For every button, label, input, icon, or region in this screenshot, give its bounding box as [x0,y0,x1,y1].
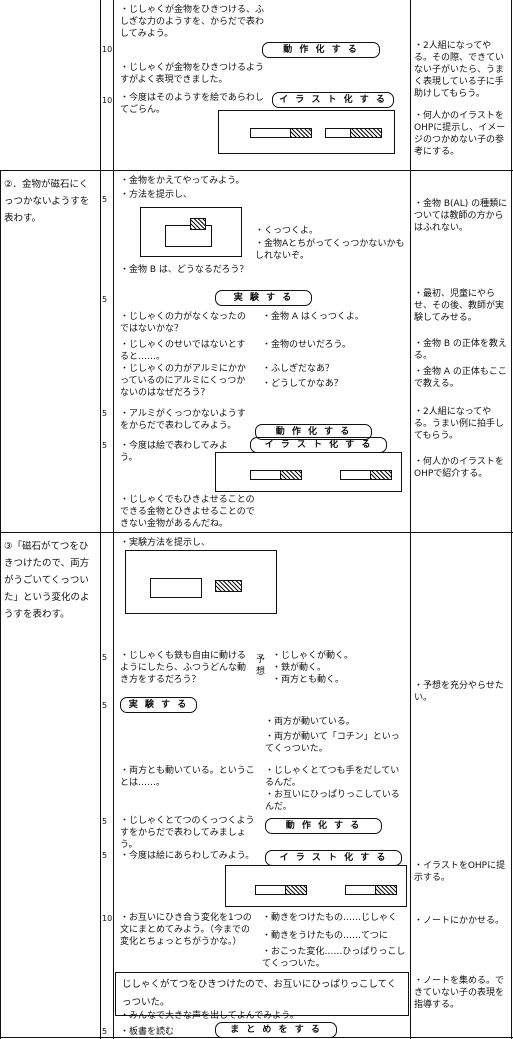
badge: 実 験 す る [120,697,197,713]
response: ・お互いにひっぱりっこしているんだ。 [265,790,400,812]
badge: 動 作 化 す る [265,818,382,834]
time: 5 [102,653,108,662]
metal-shape [290,128,312,138]
note: ・予想を充分やらせたい。 [414,681,504,703]
prompt: ・じしゃくが金物をひきつける、ふしぎな力のようすを、からだで表わしてみよう。 [120,5,265,39]
time: 5 [102,295,108,304]
table-border [511,0,512,1039]
prompt: ・実験方法を提示し、 [120,538,211,548]
note: ・金物 A の正体もここで教える。 [414,367,507,389]
response: ・じしゃくとてつも手をだしているんだ。 [265,766,400,788]
response: ・両方が動いている。 [265,717,355,727]
time: 5 [102,409,108,418]
aim: ②．金物が磁石にくっつかないようすを表わす。 [4,179,90,224]
time: 5 [102,851,108,860]
prompt: ・今度は絵にあらわしてみよう。 [120,851,255,861]
prompt: ・じしゃくが金物をひきつけるようすがよく表現できました。 [120,63,265,85]
prompt: ・じしゃくでもひきよせることのできる金物とひきよせることのできない金物があるんだ… [120,495,255,529]
table-border [113,0,114,1039]
note: ・金物 B の正体を教える。 [414,339,507,361]
prompt: ・今度はそのようすを絵であらわしてごらん。 [120,93,264,115]
prompt: ・両方とも動いている。ということは……。 [120,766,255,788]
metal-shape [190,218,206,230]
magnet-shape [255,885,287,895]
response: ・両方が動いて「コチン」といってくっついた。 [265,732,400,754]
badge: 動 作 化 す る [255,424,372,440]
note: ・イラストをOHPに提示する。 [414,861,506,883]
badge: イ ラ ス ト 化 す る [265,850,402,866]
note: ・金物 B(AL) の種類については教師の方からはふれない。 [414,199,508,233]
response: ・おこった変化……ひっぱりっこしてくっついた。 [262,947,406,969]
metal-shape [375,885,397,895]
response: ・どうしてかなあ？ [262,379,343,389]
badge: 動 作 化 す る [262,42,380,58]
prompt: ・金物 B は、どうなるだろう？ [120,265,249,275]
badge: イ ラ ス ト 化 す る [250,437,387,453]
time: 5 [102,441,108,450]
prompt: ・じしゃくの力がアルミにかかっているのにアルミにくっつかないのはなぜだろう？ [120,364,246,398]
response: ・金物Aとちがってくっつかないかもしれないぞ。 [255,239,405,261]
magnet-shape [325,128,352,138]
table-border [0,170,1,1039]
forecast-label: 予想 [256,655,266,677]
note: ・ノートを集める。できていない子の表現を指導する。 [414,976,505,1010]
prompt: ・アルミがくっつかないようすをからだで表わしてみよう。 [120,409,246,431]
note: ・何人かのイラストをOHPに提示し、イメージのつかめない子の参考にする。 [414,111,506,157]
summary: じしゃくがてつをひきつけたので、お互いにひっぱりっこしてくっついた。 [115,972,409,1016]
prompt: ・お互いにひき合う変化を1つの文にまとめてみよう。（今までの変化とちょっとちがう… [120,913,252,947]
forecast: ・両方とも動く。 [272,675,345,685]
aim: ③「磁石がてつをひきつけたので、両方がうごいてくっついた」という変化のようすを表… [4,541,90,620]
metal-shape [350,128,382,138]
prompt: ・じしゃくの力がなくなったのではないかな？ [120,312,247,334]
time: 5 [102,701,108,710]
prompt: ・じしゃくとてつのくっつくようすをからだで表わしてみましょう。 [120,816,255,850]
magnet-shape [165,225,212,247]
prompt: ・じしゃくも鉄も自由に動けるようにしたら、ふつうどんな動き方をするだろう？ [120,651,247,685]
table-border [0,532,513,533]
table-border [100,0,101,1039]
magnet-shape [340,470,372,480]
badge: イ ラ ス ト 化 す る [272,92,394,108]
table-border [410,0,411,1039]
prompt: ・今度は絵で表わしてみよう。 [120,441,228,463]
time: 10 [102,45,113,54]
forecast: ・じしゃくが動く。 [272,651,354,661]
table-border [0,170,513,171]
magnet-shape [250,128,292,138]
forecast: ・鉄が動く。 [272,663,327,673]
metal-shape [215,580,242,592]
time: 10 [102,914,113,923]
note: ・2人組になってやる。その際、できていない子がいたら、うまく表現している子に手助… [414,41,505,99]
prompt: ・みんなで大きな声を出してよんでみよう。 [120,1011,299,1021]
note: ・ノートにかかせる。 [414,916,505,926]
metal-shape [280,470,302,480]
magnet-shape [150,578,202,598]
time: 5 [102,817,108,826]
badge: ま と め を す る [215,1022,337,1038]
time: 5 [102,1027,108,1036]
badge: 実 験 す る [215,290,312,306]
note: ・最初、児童にやらせ、その後、教師が実験してみせる。 [414,289,505,323]
note: ・何人かのイラストをOHPで紹介する。 [414,457,504,479]
prompt: ・じしゃくのせいではないとすると……。 [120,340,246,362]
prompt: ・金物をかえてやってみよう。 [120,176,245,186]
time: 10 [102,96,113,105]
response: ・動きをつけたもの……じしゃく [262,913,398,923]
time: 5 [102,195,108,204]
response: ・くっつくよ。 [255,226,319,236]
response: ・動きをうけたもの……てつに [262,931,388,941]
prompt: ・方法を提示し、 [120,190,193,200]
metal-shape [285,885,307,895]
magnet-shape [250,470,282,480]
prompt: ・板書を読む [120,1027,175,1037]
metal-shape [370,470,392,480]
response: ・金物 A はくっつくよ。 [262,312,364,322]
response: ・金物のせいだろう。 [262,340,351,350]
magnet-shape [345,885,377,895]
note: ・2人組になってやる。うまい例に拍手してもらう。 [414,407,505,441]
response: ・ふしぎだなあ？ [262,364,335,374]
